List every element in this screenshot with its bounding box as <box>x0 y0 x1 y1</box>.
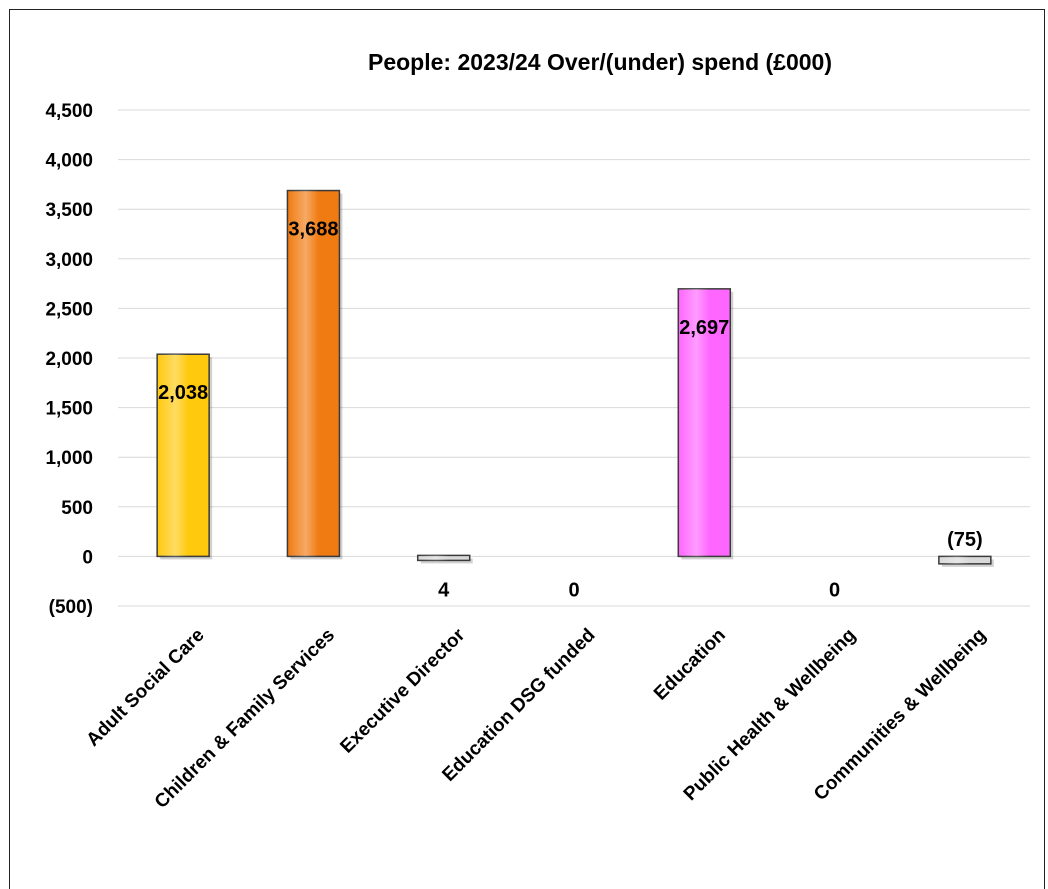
bar-highlight <box>157 354 210 557</box>
y-tick-label: 1,500 <box>45 399 93 420</box>
data-label: 3,688 <box>288 219 338 241</box>
y-tick-label: 2,000 <box>45 349 93 370</box>
x-tick-label: Executive Director <box>336 624 469 757</box>
bar-highlight <box>678 288 731 557</box>
bar-highlight <box>417 555 470 561</box>
bar-highlight <box>287 190 340 557</box>
y-tick-label: 1,000 <box>45 448 93 469</box>
y-tick-label: 3,000 <box>45 250 93 271</box>
data-label: 2,697 <box>679 317 729 339</box>
data-label: 0 <box>568 579 579 601</box>
bars <box>156 189 994 567</box>
chart-title: People: 2023/24 Over/(under) spend (£000… <box>368 49 832 75</box>
data-label: 2,038 <box>158 382 208 404</box>
y-tick-label: 3,500 <box>45 200 93 221</box>
y-tick-label: 2,500 <box>45 299 93 320</box>
x-tick-label: Education DSG funded <box>438 625 599 786</box>
data-label: (75) <box>947 529 983 551</box>
gridlines <box>118 109 1030 607</box>
data-label: 4 <box>438 579 450 601</box>
y-tick-label: 4,500 <box>45 101 93 122</box>
y-tick-label: 4,000 <box>45 151 93 172</box>
data-labels: 2,038 3,688 4 0 2,697 0 (75) <box>158 219 983 602</box>
y-tick-label: 500 <box>61 498 93 519</box>
data-label: 0 <box>829 579 840 601</box>
x-tick-label: Education <box>650 625 730 705</box>
y-tick-label: 0 <box>82 547 93 568</box>
bar-highlight <box>938 556 991 564</box>
y-tick-label: (500) <box>49 597 93 618</box>
y-axis-tick-labels: 4,500 4,000 3,500 3,000 2,500 2,000 1,500 1,000… <box>45 101 93 618</box>
x-tick-label: Adult Social Care <box>83 625 209 751</box>
